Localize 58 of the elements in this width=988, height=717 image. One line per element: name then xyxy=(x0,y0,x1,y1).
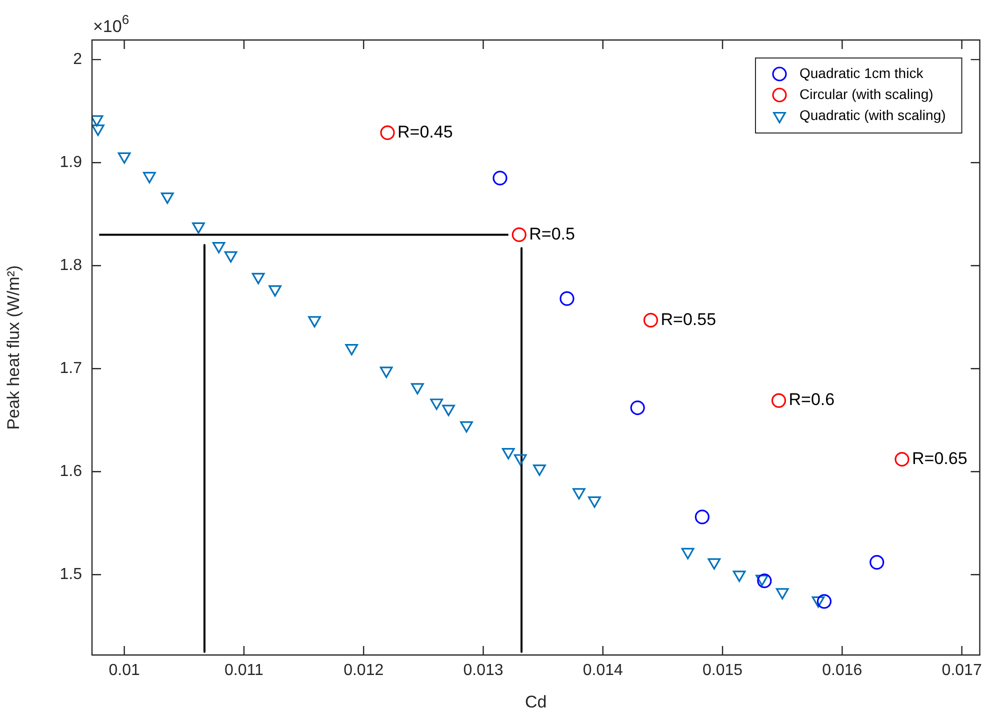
point xyxy=(192,222,205,234)
point xyxy=(816,594,832,609)
point xyxy=(442,404,455,416)
y-tick-label: 2 xyxy=(73,50,82,68)
point xyxy=(411,383,424,394)
point xyxy=(732,570,746,582)
y-tick-label: 1.8 xyxy=(60,257,82,274)
legend-label: Quadratic (with scaling) xyxy=(799,106,946,123)
x-tick-label: 0.014 xyxy=(582,662,623,680)
point xyxy=(514,454,527,466)
x-tick-label: 0.01 xyxy=(108,662,140,680)
y-tick-label: 1.5 xyxy=(60,566,82,584)
point xyxy=(588,496,601,508)
point xyxy=(681,548,694,560)
point xyxy=(430,398,444,410)
annotation: R=0.45 xyxy=(398,122,453,142)
legend-label: Circular (with scaling) xyxy=(799,86,934,102)
y-tick-label: 1.6 xyxy=(60,463,82,480)
point xyxy=(345,344,358,356)
annotation: R=0.65 xyxy=(912,448,968,468)
point xyxy=(776,588,789,600)
point xyxy=(894,452,910,467)
x-tick-label: 0.016 xyxy=(822,662,862,680)
x-tick-label: 0.015 xyxy=(702,662,743,680)
point xyxy=(212,242,226,254)
y-tick-label: 1.9 xyxy=(60,154,82,171)
point xyxy=(380,366,393,378)
point xyxy=(694,510,710,524)
point xyxy=(757,574,772,588)
x-tick-label: 0.011 xyxy=(224,662,264,680)
point xyxy=(771,393,786,408)
x-tick-label: 0.012 xyxy=(344,662,384,680)
x-axis-title: Cd xyxy=(525,692,547,712)
point xyxy=(143,172,156,184)
point xyxy=(460,421,473,433)
y-axis-title: Peak heat flux (W/m²) xyxy=(4,265,23,430)
point xyxy=(268,285,282,297)
y-tick-label: 1.7 xyxy=(60,360,82,378)
point xyxy=(502,448,515,460)
point xyxy=(533,464,546,476)
point xyxy=(630,400,645,416)
point xyxy=(756,574,768,586)
point xyxy=(118,152,131,164)
x-tick-label: 0.017 xyxy=(942,662,982,680)
point xyxy=(224,251,238,263)
point xyxy=(572,488,586,500)
annotation: R=0.55 xyxy=(660,310,716,329)
point xyxy=(308,316,321,328)
legend-label: Quadratic 1cm thick xyxy=(799,64,924,81)
point xyxy=(708,558,721,570)
point xyxy=(812,596,825,608)
x-tick-label: 0.013 xyxy=(463,662,504,680)
annotation: R=0.5 xyxy=(529,224,575,244)
point xyxy=(870,554,884,570)
point xyxy=(160,192,174,204)
point xyxy=(92,124,104,136)
annotation: R=0.6 xyxy=(788,390,835,410)
point xyxy=(252,272,265,284)
